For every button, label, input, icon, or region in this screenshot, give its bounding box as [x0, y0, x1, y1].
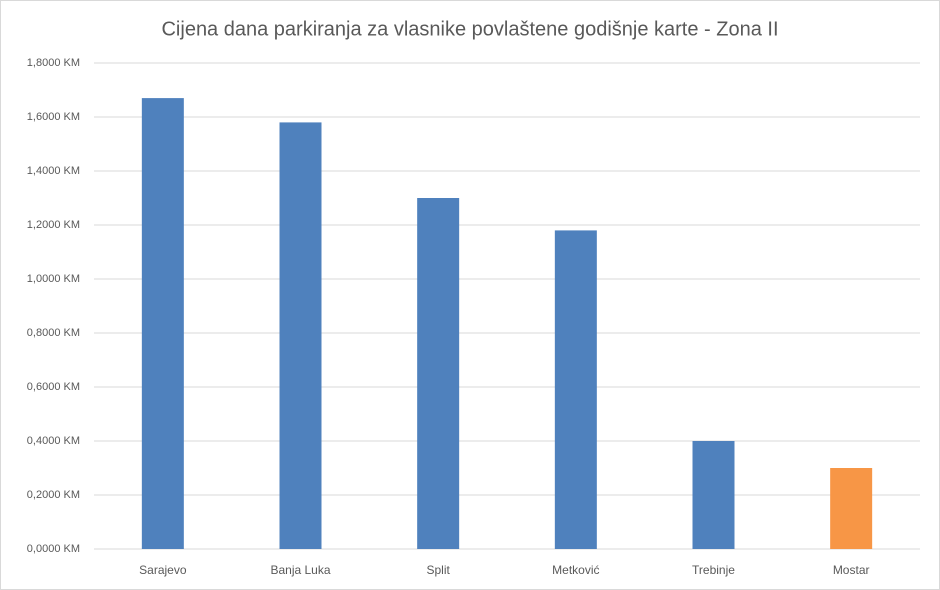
y-tick-label: 0,6000 KM [27, 381, 80, 393]
y-tick-label: 0,4000 KM [27, 435, 80, 447]
bar [830, 468, 873, 549]
bar [417, 198, 460, 549]
x-tick-label: Trebinje [692, 563, 735, 577]
x-tick-label: Metković [552, 563, 599, 577]
y-tick-label: 1,0000 KM [27, 273, 80, 285]
bar [692, 441, 735, 549]
y-tick-label: 1,4000 KM [27, 165, 80, 177]
x-tick-label: Banja Luka [270, 563, 330, 577]
x-tick-label: Sarajevo [139, 563, 187, 577]
y-tick-label: 1,2000 KM [27, 219, 80, 231]
y-tick-label: 0,8000 KM [27, 327, 80, 339]
x-tick-label: Mostar [833, 563, 870, 577]
chart-title: Cijena dana parkiranja za vlasnike povla… [161, 18, 778, 40]
y-tick-label: 1,8000 KM [27, 57, 80, 69]
bar [279, 122, 322, 550]
bar [141, 98, 184, 549]
y-tick-label: 1,6000 KM [27, 111, 80, 123]
y-tick-label: 0,0000 KM [27, 543, 80, 555]
y-tick-label: 0,2000 KM [27, 489, 80, 501]
bar [554, 230, 597, 549]
x-tick-label: Split [426, 563, 450, 577]
